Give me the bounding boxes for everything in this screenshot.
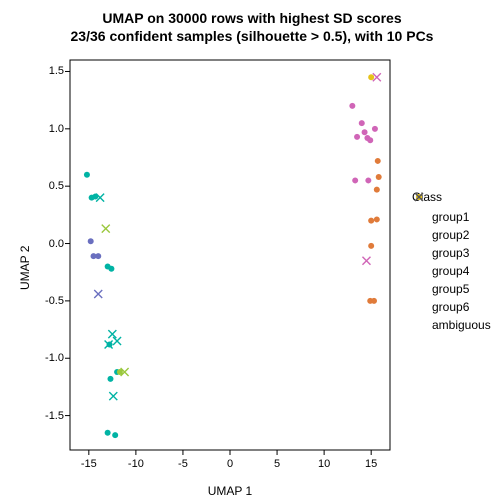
legend: Class group1group2group3group4group5grou…	[412, 190, 491, 334]
legend-label: ambiguous	[432, 318, 491, 332]
legend-label: group5	[432, 282, 469, 296]
x-tick-label: 5	[274, 458, 280, 470]
legend-label: group2	[432, 228, 469, 242]
x-axis-label: UMAP 1	[0, 484, 460, 498]
legend-item: group5	[412, 280, 491, 298]
circle-icon	[412, 228, 426, 242]
y-tick-label: -0.5	[34, 295, 64, 307]
x-tick-label: -5	[178, 458, 188, 470]
x-tick-label: 10	[318, 458, 330, 470]
legend-item: ambiguous	[412, 316, 491, 334]
umap-scatter-chart: UMAP on 30000 rows with highest SD score…	[0, 0, 504, 504]
circle-icon	[412, 300, 426, 314]
legend-label: group6	[432, 300, 469, 314]
legend-item: group2	[412, 226, 491, 244]
x-tick-label: 0	[227, 458, 233, 470]
y-tick-label: -1.5	[34, 410, 64, 422]
legend-item: group1	[412, 208, 491, 226]
legend-label: group3	[432, 246, 469, 260]
x-tick-label: -15	[81, 458, 97, 470]
legend-item: group6	[412, 298, 491, 316]
legend-label: group1	[432, 210, 469, 224]
x-tick-label: 15	[365, 458, 377, 470]
circle-icon	[412, 282, 426, 296]
circle-icon	[412, 264, 426, 278]
y-tick-label: 0.0	[34, 238, 64, 250]
circle-icon	[412, 246, 426, 260]
legend-item: group3	[412, 244, 491, 262]
y-tick-label: 1.5	[34, 65, 64, 77]
cross-icon	[412, 318, 426, 332]
x-tick-label: -10	[128, 458, 144, 470]
legend-item: group4	[412, 262, 491, 280]
circle-icon	[412, 210, 426, 224]
y-tick-label: 0.5	[34, 180, 64, 192]
legend-label: group4	[432, 264, 469, 278]
y-tick-label: 1.0	[34, 123, 64, 135]
y-axis-label: UMAP 2	[18, 246, 32, 290]
y-tick-label: -1.0	[34, 352, 64, 364]
